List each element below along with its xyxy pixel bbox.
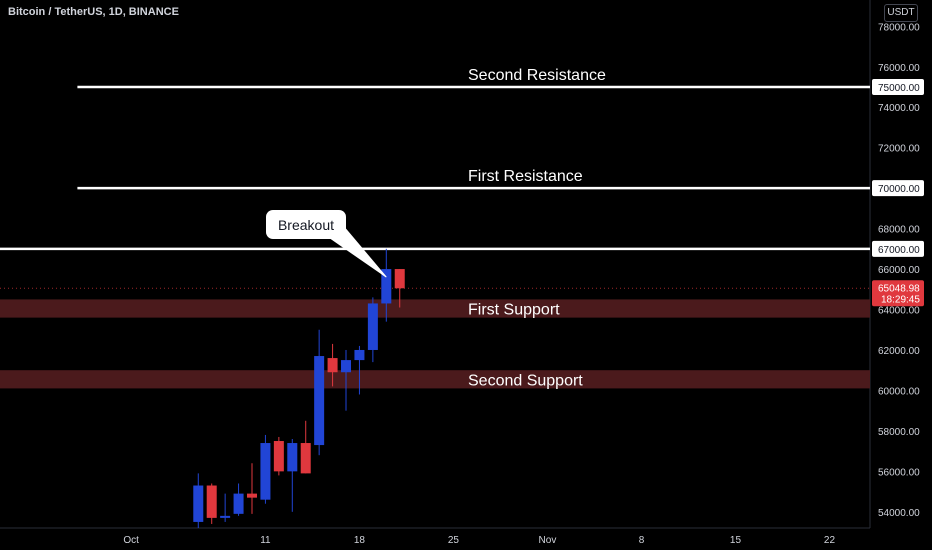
support-zone-label: First Support [468,302,560,319]
x-tick-label: Nov [539,535,557,546]
level-label: First Resistance [468,168,583,185]
x-tick-label: Oct [123,535,139,546]
candle-body[interactable] [273,441,284,472]
level-axis-badge [872,78,924,95]
candle-body[interactable] [327,358,338,373]
level-axis-label: 70000.00 [878,184,920,195]
candle-body[interactable] [247,493,257,498]
y-tick-label: 76000.00 [878,63,920,74]
callout-box[interactable] [266,210,346,239]
level-axis-label: 75000.00 [878,83,920,94]
candle-body[interactable] [260,443,271,500]
level-axis-badge [872,180,924,197]
last-price-badge [872,280,924,307]
candle-body[interactable] [367,303,378,350]
y-tick-label: 64000.00 [878,306,920,317]
candle-body[interactable] [220,515,231,518]
candle-body[interactable] [287,443,298,472]
y-tick-label: 66000.00 [878,265,920,276]
bar-countdown-label: 18:29:45 [881,294,920,305]
currency-unit-button[interactable]: USDT [884,4,918,22]
x-tick-label: 22 [824,535,836,546]
candle-body[interactable] [233,493,244,514]
candle-body[interactable] [300,443,311,474]
candle-body[interactable] [341,360,352,373]
y-tick-label: 62000.00 [878,346,920,357]
support-zone [0,370,870,389]
callout-pointer [329,226,387,278]
y-tick-label: 54000.00 [878,508,920,519]
y-tick-label: 78000.00 [878,22,920,33]
y-tick-label: 56000.00 [878,467,920,478]
candle-body[interactable] [314,356,325,446]
candle-body[interactable] [381,269,392,304]
y-tick-label: 74000.00 [878,103,920,114]
y-tick-label: 68000.00 [878,225,920,236]
x-tick-label: 25 [448,535,460,546]
x-tick-label: 18 [354,535,366,546]
support-zone [0,299,870,318]
y-tick-label: 60000.00 [878,386,920,397]
y-tick-label: 58000.00 [878,427,920,438]
level-label: Second Resistance [468,67,606,84]
chart-title: Bitcoin / TetherUS, 1D, BINANCE [8,6,179,18]
support-zone-label: Second Support [468,372,583,389]
last-price-label: 65048.98 [878,283,920,294]
x-tick-label: 11 [260,535,271,546]
x-tick-label: 15 [730,535,742,546]
level-axis-badge [872,240,924,257]
level-axis-label: 67000.00 [878,245,920,256]
candle-body[interactable] [394,269,405,289]
candle-body[interactable] [206,485,217,518]
candle-body[interactable] [193,485,204,522]
callout-text: Breakout [278,217,334,233]
candle-body[interactable] [354,349,365,361]
x-tick-label: 8 [639,535,645,546]
y-tick-label: 72000.00 [878,144,920,155]
